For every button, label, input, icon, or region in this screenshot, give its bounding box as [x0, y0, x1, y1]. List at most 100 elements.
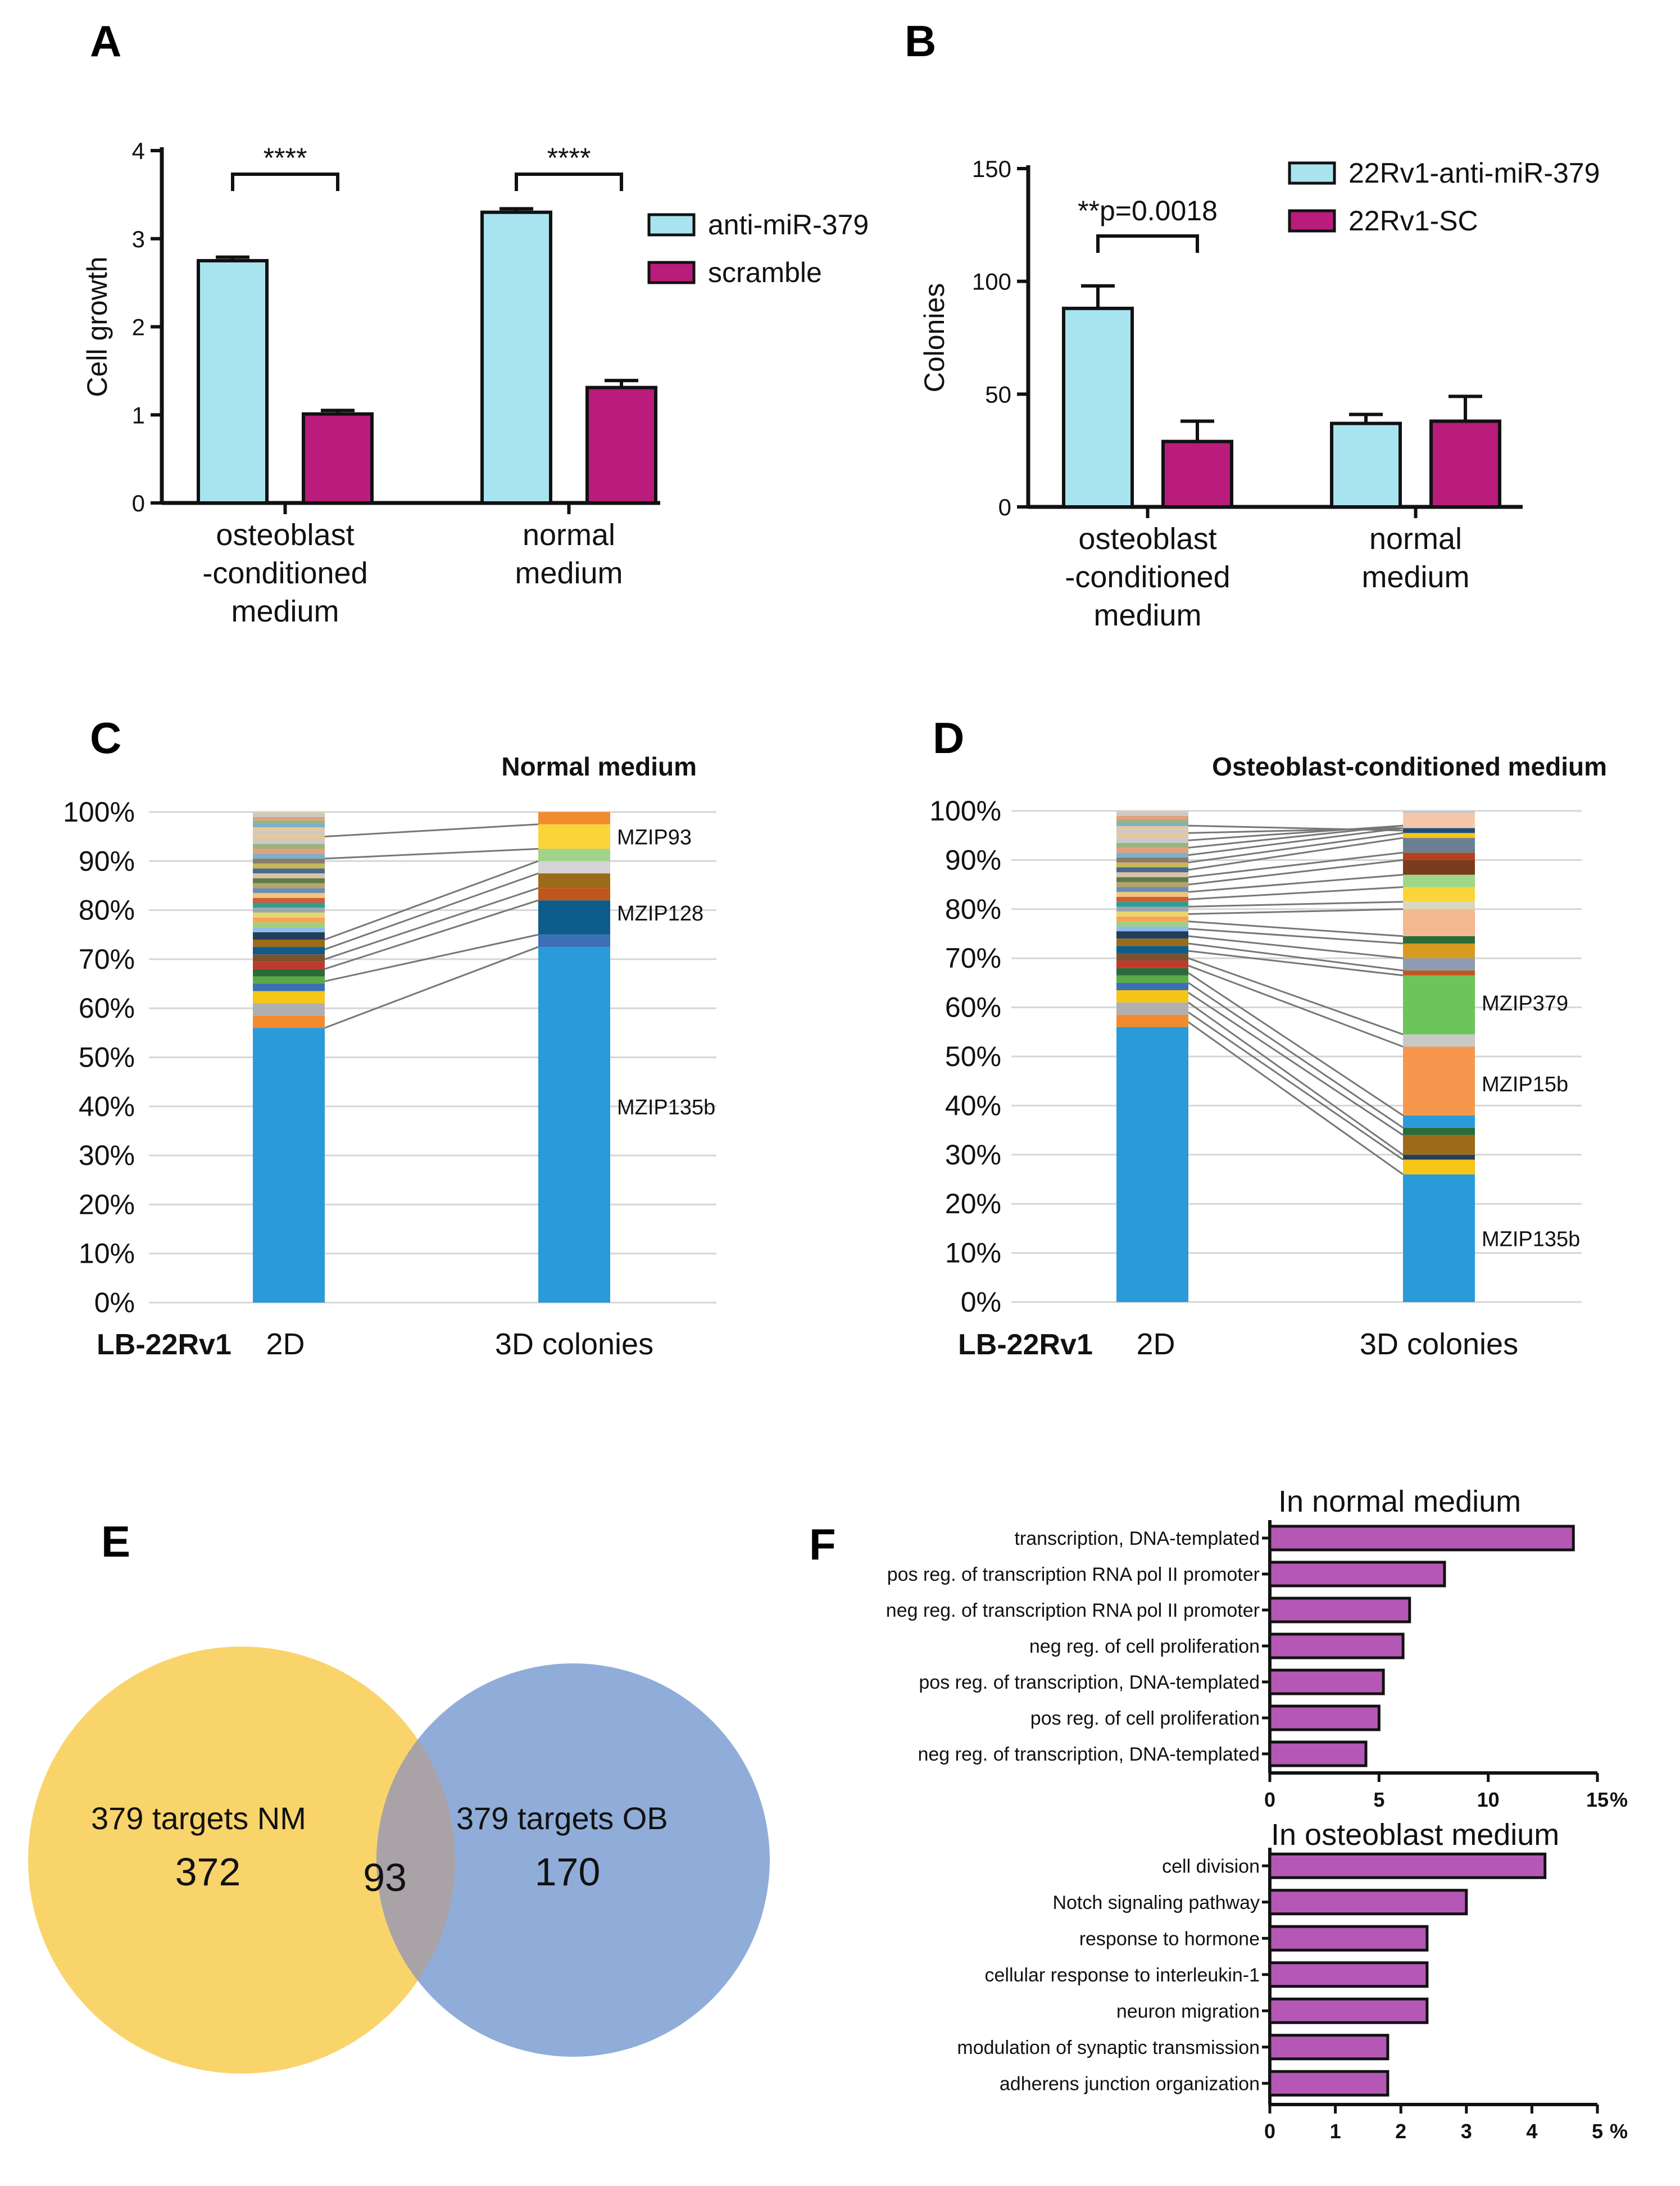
clone-link	[324, 860, 539, 941]
stack-segment-2d	[1116, 892, 1188, 897]
y-tick-label: 60%	[945, 992, 1001, 1023]
clone-link	[1188, 1012, 1404, 1160]
y-tick-label: 10%	[945, 1237, 1001, 1269]
category-label: -conditioned	[202, 556, 367, 590]
y-axis-label: Colonies	[919, 283, 950, 393]
x-unit-label: %	[1610, 2120, 1628, 2143]
stack-segment-2d	[253, 1003, 325, 1016]
y-tick-label: 1	[132, 402, 145, 428]
y-tick-label: 0%	[961, 1286, 1001, 1318]
significance-bracket	[515, 173, 623, 191]
clone-link	[1188, 886, 1404, 900]
clone-link	[1188, 832, 1404, 864]
category-label: 3D colonies	[1360, 1327, 1518, 1361]
significance-bracket	[1096, 234, 1199, 253]
category-label: medium	[515, 556, 623, 590]
x-tick-label: 1	[1330, 2120, 1341, 2143]
stack-segment-2d	[253, 939, 325, 947]
y-tick-label: 3	[132, 226, 145, 252]
category-label: 2D	[266, 1327, 305, 1361]
go-term-label: pos reg. of transcription RNA pol II pro…	[887, 1564, 1260, 1585]
stack-segment-2d	[253, 812, 325, 814]
stack-segment-3d	[1403, 1127, 1475, 1135]
legend-label: 22Rv1-SC	[1348, 205, 1478, 237]
clone-link	[1188, 992, 1404, 1136]
stack-segment-3d	[1403, 813, 1475, 828]
y-tick-label: 90%	[945, 844, 1001, 876]
venn-circle-ob	[376, 1663, 770, 2057]
go-bar	[1268, 2034, 1390, 2061]
row-label: LB-22Rv1	[958, 1328, 1093, 1361]
go-term-label: response to hormone	[1079, 1928, 1260, 1949]
stack-segment-2d	[253, 863, 325, 869]
stack-segment-2d	[253, 820, 325, 824]
venn-overlap	[376, 1739, 455, 1981]
category-label: 3D colonies	[495, 1327, 653, 1361]
venn-left-count: 372	[175, 1850, 241, 1894]
stack-segment-2d	[1116, 815, 1188, 819]
clone-label: MZIP93	[617, 826, 692, 850]
stack-segment-2d	[253, 834, 325, 840]
stack-segment-2d	[253, 908, 325, 913]
category-label: medium	[1361, 560, 1469, 594]
y-tick-label: 70%	[945, 942, 1001, 974]
clone-link	[1188, 972, 1404, 1117]
stack-segment-2d	[253, 893, 325, 898]
legend-swatch	[647, 261, 696, 284]
venn-right-label-text: targets OB	[517, 1800, 668, 1836]
clone-label: MZIP379	[1482, 992, 1568, 1015]
y-tick-label: 2	[132, 314, 145, 341]
panel-letter-e: E	[101, 1517, 130, 1566]
clone-link	[324, 899, 539, 970]
bar	[1330, 421, 1402, 509]
stack-segment-2d	[253, 843, 325, 849]
clone-link	[1188, 874, 1404, 893]
stack-segment-2d	[1116, 852, 1188, 858]
venn-circle-nm	[28, 1647, 455, 2074]
stack-segment-2d	[1116, 931, 1188, 939]
significance-bracket	[231, 173, 339, 191]
significance-label: ****	[547, 142, 591, 174]
legend-swatch	[1288, 161, 1336, 185]
stack-segment-2d	[253, 897, 325, 903]
go-bar	[1268, 1852, 1547, 1879]
venn-left-label-text: targets NM	[152, 1800, 306, 1836]
clone-link	[1188, 837, 1404, 871]
stack-segment-2d	[253, 878, 325, 883]
stack-segment-3d	[1403, 970, 1475, 976]
category-label: medium	[1093, 598, 1201, 632]
y-tick-label: 100%	[929, 795, 1001, 827]
stack-segment-2d	[1116, 811, 1188, 813]
clone-link	[1188, 982, 1404, 1128]
category-label: normal	[1369, 522, 1462, 556]
chart-c: 0% 10% 20% 30% 40% 50% 60% 70% 80% 90% 100% MZIP93 M…	[63, 752, 716, 1361]
stack-segment-2d	[1116, 819, 1188, 823]
stack-segment-2d	[253, 932, 325, 940]
y-tick-label: 150	[972, 156, 1011, 182]
clone-link	[1188, 950, 1404, 977]
go-term-label: cell division	[1162, 1856, 1260, 1877]
bar	[1429, 419, 1501, 509]
y-tick-label: 100%	[63, 796, 135, 828]
stack-segment-3d	[1403, 958, 1475, 971]
stack-segment-2d	[1116, 829, 1188, 833]
go-term-label: adherens junction organization	[1000, 2073, 1260, 2094]
y-tick-label: 50%	[79, 1042, 135, 1073]
y-tick-label: 20%	[79, 1189, 135, 1220]
go-bar	[1268, 1704, 1381, 1731]
stack-segment-2d	[1116, 926, 1188, 932]
stack-segment-3d	[1403, 909, 1475, 936]
y-tick-label: 50	[985, 381, 1011, 407]
chart-a: 0 1 2 3 4 Cell growth osteoblast -conditioned me…	[81, 138, 869, 628]
clone-link	[324, 887, 539, 960]
stack-segment-3d	[1403, 975, 1475, 1035]
chart-f-normal: In normal medium 0 5 10 15 % transcription, DN…	[886, 1485, 1628, 1811]
clone-link	[1188, 920, 1404, 937]
legend-swatch	[1288, 209, 1336, 233]
stack-segment-3d	[538, 900, 610, 935]
stack-segment-2d	[253, 854, 325, 859]
category-label: medium	[231, 595, 339, 628]
clone-label: MZIP135b	[1482, 1227, 1580, 1251]
chart-f-osteoblast: In osteoblast medium 0 1 2 3 4 5 % cell division…	[957, 1818, 1628, 2143]
